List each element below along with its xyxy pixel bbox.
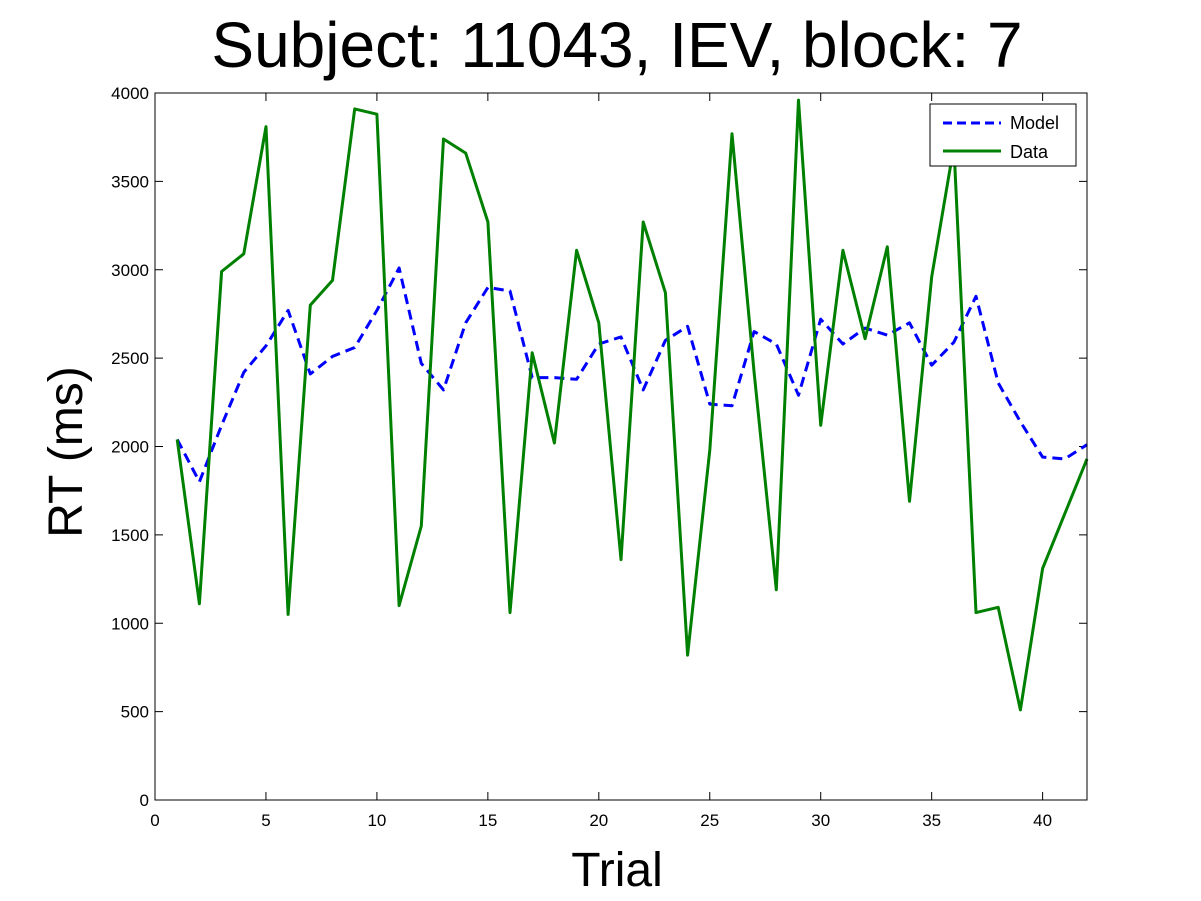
plot-area xyxy=(155,93,1087,800)
x-tick-label: 20 xyxy=(589,811,608,830)
y-tick-label: 3500 xyxy=(111,172,149,191)
series-line-model xyxy=(175,266,1088,484)
x-tick-label: 40 xyxy=(1033,811,1052,830)
y-ticks: 0 500 1000 1500 2000 2500 3000 3500 4000 xyxy=(111,84,1087,810)
y-tick-label: 1500 xyxy=(111,526,149,545)
legend-model-label: Model xyxy=(1010,113,1059,133)
y-tick-label: 500 xyxy=(121,703,149,722)
plot-frame xyxy=(154,92,1088,801)
legend-box xyxy=(929,103,1077,167)
x-tick-label: 15 xyxy=(478,811,497,830)
y-tick-label: 0 xyxy=(140,791,149,810)
x-tick-label: 35 xyxy=(922,811,941,830)
x-tick-label: 10 xyxy=(367,811,386,830)
x-axis-label: Trial xyxy=(571,844,663,897)
legend: Model Data xyxy=(929,103,1077,167)
y-tick-label: 2000 xyxy=(111,438,149,457)
x-tick-label: 0 xyxy=(150,811,159,830)
x-ticks: 0 5 10 15 20 25 30 35 40 xyxy=(150,93,1052,830)
x-tick-label: 25 xyxy=(700,811,719,830)
y-tick-label: 1000 xyxy=(111,614,149,633)
y-tick-label: 3000 xyxy=(111,261,149,280)
series-layer xyxy=(175,98,1089,712)
y-axis-label: RT (ms) xyxy=(40,366,93,538)
series-line-data xyxy=(175,98,1089,712)
y-tick-label: 4000 xyxy=(111,84,149,103)
x-tick-label: 30 xyxy=(811,811,830,830)
legend-data-label: Data xyxy=(1010,142,1049,162)
chart-title: Subject: 11043, IEV, block: 7 xyxy=(211,9,1022,81)
y-tick-label: 2500 xyxy=(111,349,149,368)
x-tick-label: 5 xyxy=(261,811,270,830)
